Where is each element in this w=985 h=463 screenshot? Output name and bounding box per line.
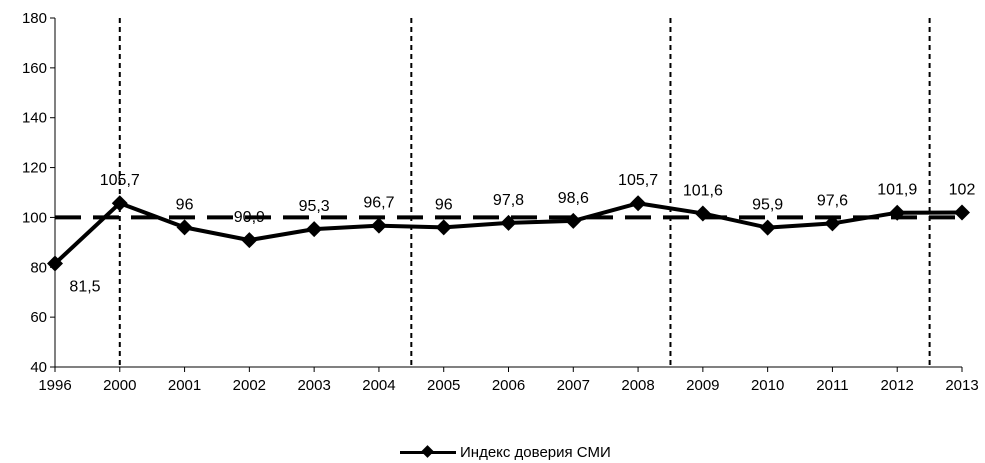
y-axis: 40 60 80 100 120 140 160 180 xyxy=(22,10,56,376)
y-tick-label: 160 xyxy=(22,60,47,77)
x-tick-label: 2003 xyxy=(297,377,330,394)
data-point-marker xyxy=(176,219,193,236)
y-tick-label: 140 xyxy=(22,110,47,127)
x-tick-label: 2012 xyxy=(881,377,914,394)
y-tick-label: 100 xyxy=(22,209,47,226)
x-tick-label: 2004 xyxy=(362,377,395,394)
period-dividers xyxy=(118,18,931,367)
data-point-marker xyxy=(500,214,517,231)
x-tick-label: 2001 xyxy=(168,377,201,394)
x-tick-label: 2011 xyxy=(816,377,848,394)
x-tick-label: 2010 xyxy=(751,377,784,394)
data-point-marker xyxy=(111,195,128,212)
x-tick-label: 2007 xyxy=(557,377,590,394)
data-label: 96,7 xyxy=(363,195,394,212)
data-label: 90,9 xyxy=(234,209,265,226)
data-label: 96 xyxy=(435,196,453,213)
data-point-marker xyxy=(435,219,452,236)
y-tick-label: 120 xyxy=(22,160,47,177)
data-label: 105,7 xyxy=(100,172,140,189)
data-label: 105,7 xyxy=(618,172,658,189)
data-label: 101,9 xyxy=(877,182,917,199)
data-label: 95,3 xyxy=(299,198,330,215)
data-point-marker xyxy=(889,204,906,221)
data-label: 102 xyxy=(949,181,976,198)
data-point-marker xyxy=(824,215,841,232)
data-label: 97,6 xyxy=(817,192,848,209)
data-point-marker xyxy=(694,205,711,222)
legend-label: Индекс доверия СМИ xyxy=(460,443,611,461)
data-point-marker xyxy=(47,255,63,272)
data-label: 98,6 xyxy=(558,190,589,207)
data-label: 81,5 xyxy=(69,279,100,296)
legend-swatch xyxy=(400,443,456,461)
x-tick-label: 2006 xyxy=(492,377,525,394)
x-tick-label: 2000 xyxy=(103,377,136,394)
data-point-marker xyxy=(241,232,258,249)
data-labels-group: 81,5 105,7 96 90,9 95,3 96,7 96 97,8 98,6 105,7 10… xyxy=(69,172,975,295)
diamond-marker-icon xyxy=(421,445,434,458)
data-point-marker xyxy=(306,221,323,238)
data-label: 95,9 xyxy=(752,197,783,214)
data-point-marker xyxy=(370,217,387,234)
x-tick-label: 2005 xyxy=(427,377,460,394)
data-point-marker xyxy=(954,204,970,221)
data-label: 96 xyxy=(176,196,194,213)
data-label: 97,8 xyxy=(493,192,524,209)
data-point-marker xyxy=(759,219,776,236)
data-point-marker xyxy=(630,195,647,212)
x-tick-label: 2009 xyxy=(686,377,719,394)
x-tick-label: 2002 xyxy=(233,377,266,394)
y-tick-label: 180 xyxy=(22,10,47,27)
x-tick-label: 1996 xyxy=(38,377,71,394)
x-tick-label: 2013 xyxy=(945,377,978,394)
series-group xyxy=(47,195,970,272)
x-tick-label: 2008 xyxy=(621,377,654,394)
y-tick-label: 80 xyxy=(30,259,47,276)
x-axis: 1996 2000 2001 2002 2003 2004 2005 2006 2007 2008… xyxy=(38,366,979,394)
legend: Индекс доверия СМИ xyxy=(400,443,611,461)
data-point-marker xyxy=(565,212,582,229)
y-tick-label: 40 xyxy=(30,359,47,376)
data-label: 101,6 xyxy=(683,182,723,199)
y-tick-label: 60 xyxy=(30,309,47,326)
